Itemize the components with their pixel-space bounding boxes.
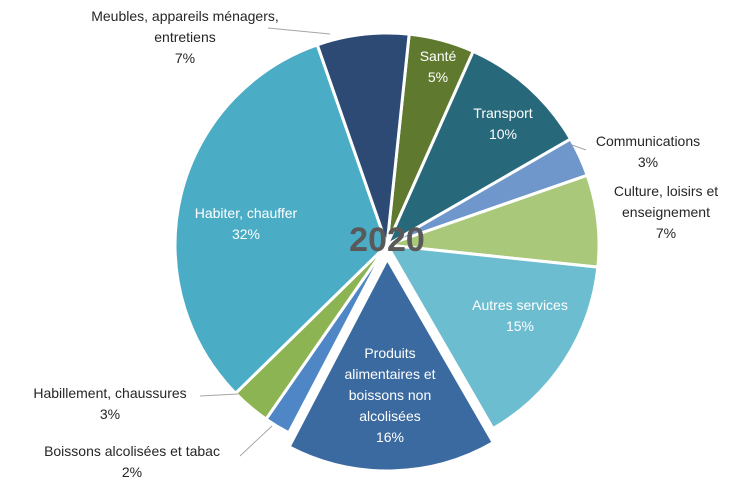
slice-label: Transport 10% <box>453 103 553 145</box>
slice-label: Autres services 15% <box>455 295 585 337</box>
slice-label: Boissons alcolisées et tabac 2% <box>12 441 252 483</box>
slice-label: Habiter, chauffer 32% <box>171 203 321 245</box>
category-name: Culture, loisirs et enseignement <box>613 183 719 220</box>
category-name: Habiter, chauffer <box>194 205 298 221</box>
value-label: 7% <box>655 225 677 241</box>
pie-slice <box>315 31 411 247</box>
leader-line <box>239 425 273 457</box>
value-label: 3% <box>637 154 659 170</box>
slice-label: Culture, loisirs et enseignement 7% <box>596 181 736 244</box>
pie-slice <box>385 243 600 431</box>
value-label: 10% <box>488 126 518 142</box>
slice-label: Habillement, chaussures 3% <box>5 383 215 425</box>
leader-line <box>199 393 239 397</box>
category-name: Communications <box>595 133 701 149</box>
category-name: Meubles, appareils ménagers, entretiens <box>91 8 279 45</box>
pie-slice <box>385 49 573 247</box>
value-label: 32% <box>231 226 261 242</box>
value-label: 3% <box>99 406 121 422</box>
slice-label: Communications 3% <box>573 131 723 173</box>
value-label: 5% <box>427 69 449 85</box>
category-name: Produits alimentaires et boissons non al… <box>344 345 436 424</box>
value-label: 7% <box>174 50 196 66</box>
slice-label: Meubles, appareils ménagers, entretiens 7… <box>60 6 310 69</box>
slice-label: Produits alimentaires et boissons non al… <box>334 343 446 448</box>
slice-label: Santé 5% <box>408 46 468 88</box>
chart-title: 2020 <box>349 221 425 259</box>
pie-slice <box>173 43 389 395</box>
category-name: Boissons alcolisées et tabac <box>44 443 220 459</box>
value-label: 2% <box>121 464 143 480</box>
category-name: Habillement, chaussures <box>33 385 187 401</box>
pie-slice <box>287 257 495 473</box>
category-name: Autres services <box>472 297 568 313</box>
category-name: Santé <box>419 48 457 64</box>
leader-line <box>267 27 331 35</box>
value-label: 15% <box>505 318 535 334</box>
value-label: 16% <box>375 429 405 445</box>
category-name: Transport <box>473 105 533 121</box>
leader-line <box>571 144 587 151</box>
